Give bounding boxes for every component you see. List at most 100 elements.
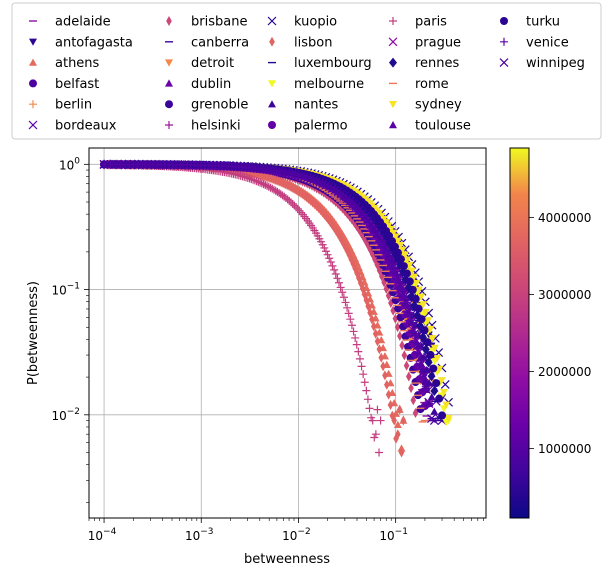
point (375, 234, 385, 244)
point (158, 160, 168, 170)
y-tick-label: 10−2 (51, 407, 80, 423)
point (184, 160, 194, 170)
legend-marker (389, 57, 397, 68)
point (219, 161, 229, 171)
point (347, 321, 356, 330)
legend-marker (28, 120, 38, 130)
legend-marker (166, 16, 172, 26)
point (393, 420, 402, 428)
point (346, 315, 355, 324)
point (405, 261, 414, 270)
point (411, 294, 420, 303)
point (393, 237, 402, 245)
point (396, 404, 403, 415)
point (261, 180, 270, 189)
point (428, 335, 437, 343)
legend-label: palermo (294, 119, 348, 134)
legend-entry-nantes: nantes (268, 98, 339, 113)
point (395, 429, 401, 440)
point (408, 285, 417, 294)
point (414, 286, 423, 294)
legend-label: brisbane (191, 15, 247, 30)
point (188, 160, 197, 170)
point (354, 267, 360, 278)
point (333, 274, 342, 283)
point (368, 416, 377, 425)
point (177, 160, 187, 170)
point (371, 430, 380, 439)
point (369, 314, 375, 325)
legend-label: detroit (191, 56, 234, 71)
point (351, 333, 360, 342)
point (292, 203, 301, 212)
legend-entry-brisbane: brisbane (166, 15, 247, 30)
colorbar-tick-label: 1000000 (538, 442, 591, 456)
point (198, 161, 208, 170)
legend-label: berlin (55, 98, 92, 113)
point (363, 295, 370, 306)
point (371, 321, 377, 332)
point (300, 172, 309, 182)
point (430, 407, 439, 415)
point (341, 298, 350, 307)
point (250, 176, 259, 185)
point (424, 317, 433, 325)
point (422, 366, 431, 374)
point (389, 264, 399, 274)
point (99, 160, 109, 169)
point (360, 378, 369, 387)
point (125, 160, 135, 169)
point (344, 246, 351, 257)
point (399, 262, 408, 271)
legend-entry-adelaide: adelaide (29, 15, 111, 30)
legend-label: canberra (191, 35, 249, 50)
legend-marker (268, 121, 276, 129)
point (373, 405, 382, 414)
point (435, 394, 444, 403)
point (339, 293, 348, 302)
legend-label: athens (55, 56, 100, 71)
legend-label: rennes (415, 56, 460, 71)
point (205, 161, 215, 171)
point (134, 160, 144, 169)
point (398, 288, 408, 298)
point (355, 354, 364, 363)
point (432, 379, 441, 388)
series-winnipeg (99, 160, 439, 425)
point (421, 382, 431, 391)
point (209, 161, 218, 171)
point (386, 257, 396, 267)
legend: adelaide antofagasta athens belfast berlin bo… (28, 15, 585, 134)
point (146, 160, 156, 170)
point (421, 308, 430, 317)
point (293, 204, 302, 213)
point (154, 160, 164, 170)
legend-marker (165, 59, 173, 67)
legend-entry-melbourne: melbourne (268, 77, 364, 92)
point (403, 360, 410, 371)
point (263, 181, 272, 190)
point (222, 161, 232, 171)
point (391, 233, 400, 241)
point (226, 162, 235, 171)
point (363, 216, 373, 226)
point (320, 243, 329, 252)
point (337, 231, 343, 242)
point (389, 229, 398, 237)
legend-entry-rome: rome (389, 77, 449, 92)
point (249, 175, 258, 184)
colorbar-tick-label: 4000000 (538, 211, 591, 225)
legend-entry-venice: venice (500, 35, 569, 50)
point (426, 350, 435, 359)
point (232, 162, 242, 172)
point (392, 272, 402, 282)
point (414, 348, 423, 356)
point (166, 160, 175, 170)
legend-entry-helsinki: helsinki (165, 119, 241, 134)
point (415, 354, 425, 363)
point (173, 160, 183, 170)
legend-label: grenoble (191, 98, 248, 113)
point (303, 173, 312, 183)
legend-label: rome (415, 77, 449, 92)
legend-marker (389, 17, 397, 25)
